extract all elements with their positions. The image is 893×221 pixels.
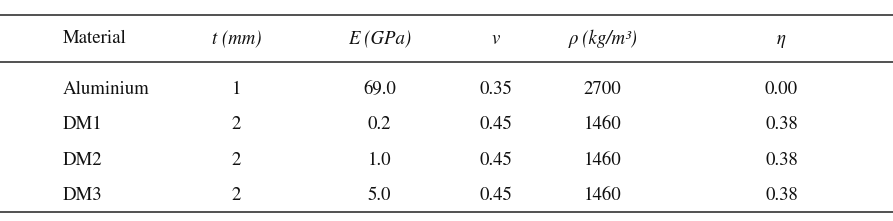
Text: E (GPa): E (GPa) (348, 29, 411, 48)
Text: 69.0: 69.0 (363, 81, 396, 98)
Text: 0.38: 0.38 (765, 152, 797, 169)
Text: 2: 2 (232, 187, 241, 204)
Text: v: v (491, 29, 500, 48)
Text: 0.35: 0.35 (480, 81, 512, 98)
Text: 1460: 1460 (584, 152, 622, 169)
Text: DM1: DM1 (63, 116, 103, 133)
Text: 0.2: 0.2 (368, 116, 391, 133)
Text: η: η (777, 29, 786, 48)
Text: 1460: 1460 (584, 187, 622, 204)
Text: 1: 1 (232, 81, 241, 98)
Text: 2700: 2700 (584, 81, 622, 98)
Text: 0.45: 0.45 (480, 187, 512, 204)
Text: 0.00: 0.00 (764, 81, 798, 98)
Text: 0.38: 0.38 (765, 187, 797, 204)
Text: 0.45: 0.45 (480, 116, 512, 133)
Text: 0.45: 0.45 (480, 152, 512, 169)
Text: 0.38: 0.38 (765, 116, 797, 133)
Text: 2: 2 (232, 152, 241, 169)
Text: 1460: 1460 (584, 116, 622, 133)
Text: t (mm): t (mm) (212, 29, 262, 48)
Text: ρ (kg/m³): ρ (kg/m³) (568, 29, 638, 48)
Text: DM2: DM2 (63, 152, 102, 169)
Text: Material: Material (63, 30, 126, 47)
Text: 5.0: 5.0 (368, 187, 391, 204)
Text: DM3: DM3 (63, 187, 102, 204)
Text: Aluminium: Aluminium (63, 81, 149, 98)
Text: 1.0: 1.0 (368, 152, 391, 169)
Text: 2: 2 (232, 116, 241, 133)
